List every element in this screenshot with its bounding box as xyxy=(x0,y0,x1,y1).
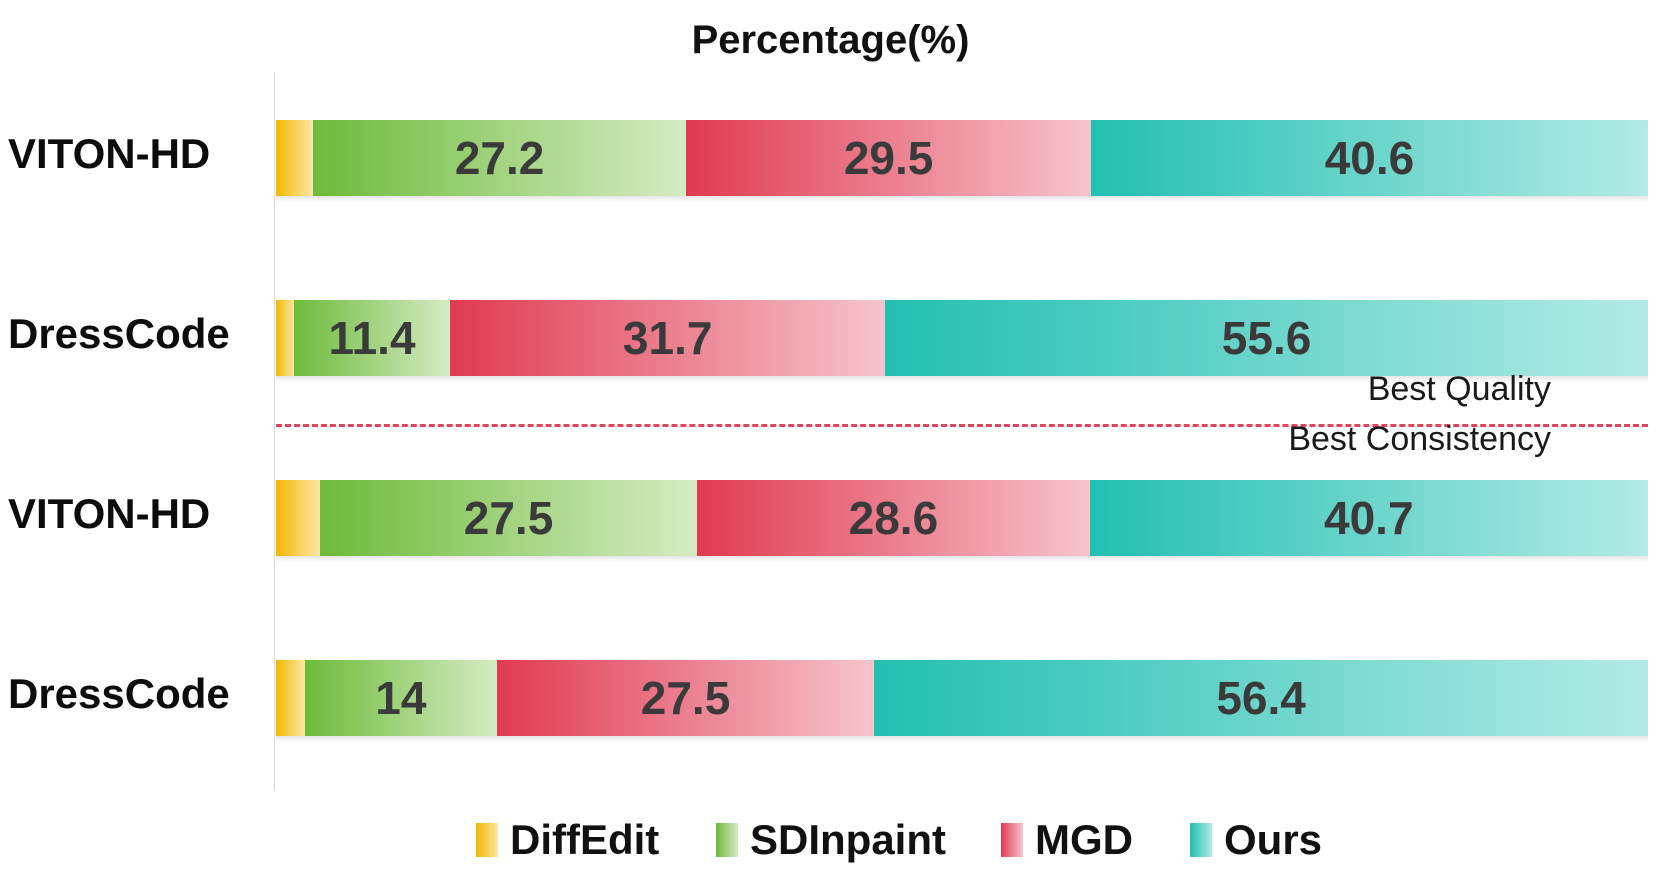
legend-item-ours: Ours xyxy=(1190,815,1322,865)
data-label-sdinpaint-row2: 11.4 xyxy=(328,312,416,364)
bar-shadow-ours-row3 xyxy=(1089,556,1648,562)
data-label-mgd-row4: 27.5 xyxy=(640,672,731,724)
legend-item-diffedit: DiffEdit xyxy=(476,815,659,865)
data-label-ours-row2: 55.6 xyxy=(1221,312,1312,364)
bar-segment-mgd-row3 xyxy=(697,480,1090,556)
legend-label-ours: Ours xyxy=(1224,816,1323,863)
data-label-mgd-row2: 31.7 xyxy=(622,312,713,364)
row-label-viton-hd: VITON-HD xyxy=(8,490,211,537)
chart-title: Percentage(%) xyxy=(691,18,970,62)
data-label-mgd-row3: 28.6 xyxy=(848,492,939,544)
legend-item-sdinpaint: SDInpaint xyxy=(716,815,946,865)
data-label-sdinpaint-row3: 27.5 xyxy=(463,492,554,544)
data-label-sdinpaint-row4: 14 xyxy=(375,672,427,724)
annotation-best-consistency: Best Consistency xyxy=(1288,420,1551,458)
legend-label-mgd: MGD xyxy=(1035,816,1133,863)
bar-shadow-sdinpaint-row3 xyxy=(319,556,698,562)
bar-segment-ours-row4 xyxy=(874,660,1648,736)
bar-segment-mgd-row2 xyxy=(450,300,886,376)
legend-swatch-mgd xyxy=(1001,823,1023,857)
category-axis-line xyxy=(274,72,275,790)
quality-consistency-divider xyxy=(276,424,1648,427)
legend-label-diffedit: DiffEdit xyxy=(510,816,660,863)
bar-shadow-sdinpaint-row2 xyxy=(293,376,451,382)
legend-swatch-sdinpaint xyxy=(716,823,738,857)
bar-segment-sdinpaint-row2 xyxy=(293,300,451,376)
bar-shadow-diffedit-row2 xyxy=(276,376,294,382)
legend: DiffEdit SDInpaint MGD Ours xyxy=(0,815,1661,865)
annotation-best-quality: Best Quality xyxy=(1367,370,1551,408)
data-label-mgd-row1: 29.5 xyxy=(843,132,934,184)
bar-segment-ours-row2 xyxy=(885,300,1648,376)
bar-shadow-diffedit-row1 xyxy=(276,196,314,202)
data-label-ours-row3: 40.7 xyxy=(1324,492,1414,544)
bar-shadow-ours-row2 xyxy=(885,376,1648,382)
row-label-viton-hd: VITON-HD xyxy=(8,130,211,177)
data-label-sdinpaint-row1: 27.2 xyxy=(454,132,545,184)
data-label-ours-row1: 40.6 xyxy=(1324,132,1415,184)
bar-shadow-mgd-row4 xyxy=(496,736,875,742)
bar-segment-diffedit-row2 xyxy=(276,300,294,376)
bar-segment-sdinpaint-row1 xyxy=(313,120,687,196)
bar-shadow-ours-row1 xyxy=(1090,196,1648,202)
bar-shadow-sdinpaint-row1 xyxy=(313,196,687,202)
bar-shadow-diffedit-row4 xyxy=(276,736,305,742)
legend-swatch-diffedit xyxy=(476,823,498,857)
row-label-dresscode: DressCode xyxy=(8,670,230,717)
bar-segment-sdinpaint-row4 xyxy=(304,660,497,736)
bar-segment-sdinpaint-row3 xyxy=(319,480,698,556)
legend-item-mgd: MGD xyxy=(1001,815,1133,865)
bar-segment-diffedit-row4 xyxy=(276,660,305,736)
bar-segment-diffedit-row1 xyxy=(276,120,314,196)
bar-shadow-ours-row4 xyxy=(874,736,1648,742)
legend-swatch-ours xyxy=(1190,823,1212,857)
bar-shadow-diffedit-row3 xyxy=(276,556,320,562)
bar-segment-ours-row1 xyxy=(1090,120,1648,196)
bar-segment-mgd-row4 xyxy=(496,660,875,736)
bar-shadow-mgd-row2 xyxy=(450,376,886,382)
bar-shadow-sdinpaint-row4 xyxy=(304,736,497,742)
bar-shadow-mgd-row1 xyxy=(686,196,1091,202)
bar-segment-mgd-row1 xyxy=(686,120,1091,196)
bar-shadow-mgd-row3 xyxy=(697,556,1090,562)
legend-label-sdinpaint: SDInpaint xyxy=(750,816,946,863)
data-label-ours-row4: 56.4 xyxy=(1216,672,1306,724)
row-label-dresscode: DressCode xyxy=(8,310,230,357)
bar-segment-ours-row3 xyxy=(1089,480,1648,556)
bar-segment-diffedit-row3 xyxy=(276,480,320,556)
